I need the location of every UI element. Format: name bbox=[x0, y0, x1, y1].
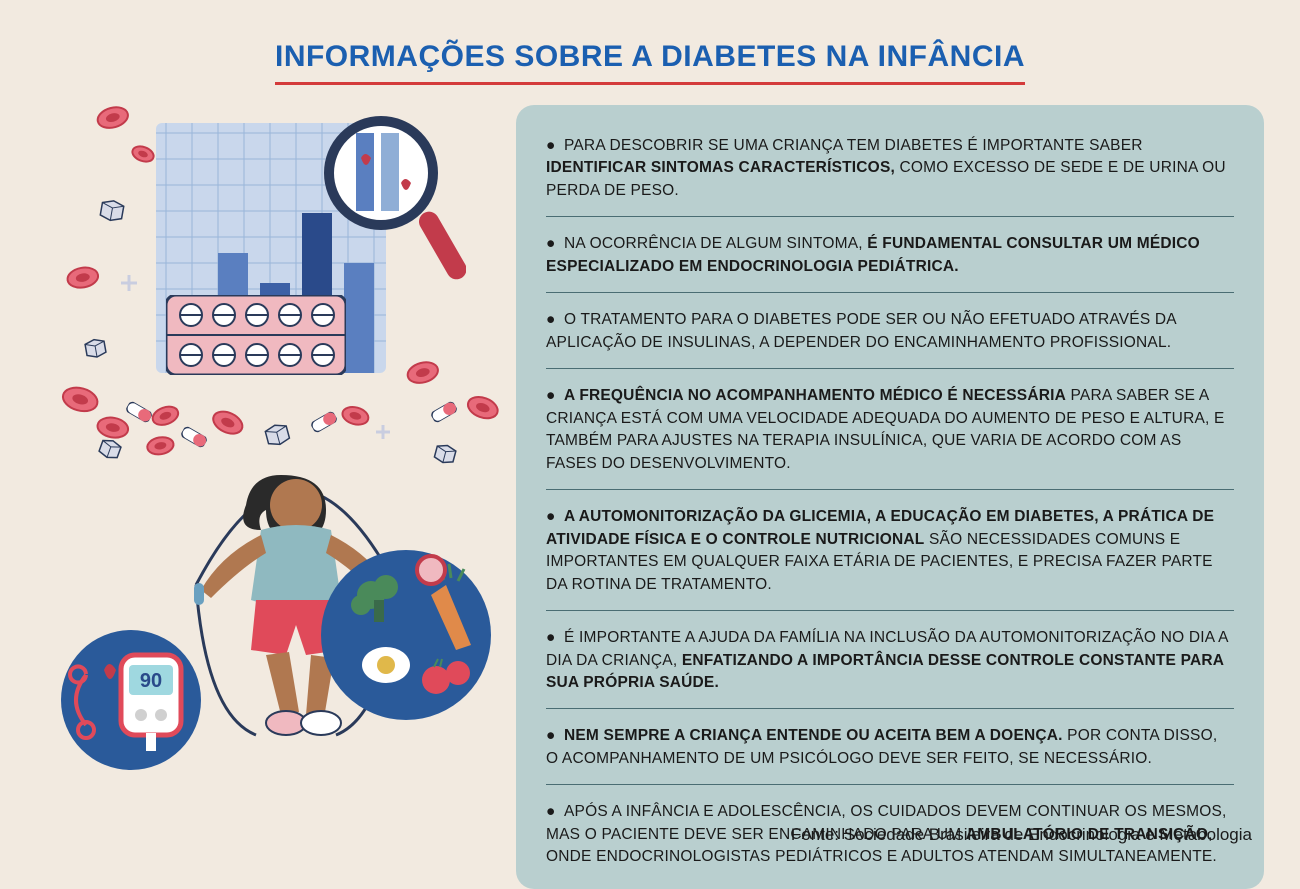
cell-icon bbox=[96, 415, 130, 445]
plus-icon bbox=[376, 425, 390, 444]
bullet-item: ● NEM SEMPRE A CRIANÇA ENTENDE OU ACEITA… bbox=[546, 719, 1234, 785]
cube-icon bbox=[96, 195, 125, 229]
glucometer-icon: 90 bbox=[56, 625, 206, 775]
source-text: Fonte: Sociedade Brasileira de Endocrino… bbox=[791, 825, 1252, 845]
plus-icon bbox=[121, 275, 137, 296]
cell-icon bbox=[96, 105, 130, 135]
cube-icon bbox=[81, 335, 107, 366]
magnifier-icon bbox=[316, 113, 466, 293]
cell-icon bbox=[151, 405, 180, 432]
bullet-item: ● PARA DESCOBRIR SE UMA CRIANÇA TEM DIAB… bbox=[546, 129, 1234, 217]
food-circle-icon bbox=[316, 545, 496, 725]
bullet-item: ● NA OCORRÊNCIA DE ALGUM SINTOMA, É FUND… bbox=[546, 227, 1234, 293]
cell-icon bbox=[61, 385, 99, 419]
cell-icon bbox=[66, 265, 100, 295]
glucometer-value: 90 bbox=[140, 670, 162, 692]
pill-icon bbox=[181, 430, 207, 448]
cell-icon bbox=[211, 410, 245, 440]
cell-icon bbox=[406, 360, 440, 390]
bullet-item: ● É IMPORTANTE A AJUDA DA FAMÍLIA NA INC… bbox=[546, 621, 1234, 709]
cell-icon bbox=[466, 395, 500, 425]
page-title: INFORMAÇÕES SOBRE A DIABETES NA INFÂNCIA bbox=[0, 0, 1300, 85]
title-text: INFORMAÇÕES SOBRE A DIABETES NA INFÂNCIA bbox=[275, 40, 1025, 85]
cell-icon bbox=[131, 145, 155, 168]
pill-icon bbox=[311, 415, 337, 433]
illustration-area: 90 bbox=[36, 105, 496, 805]
bullet-item: ● O TRATAMENTO PARA O DIABETES PODE SER … bbox=[546, 303, 1234, 369]
bullet-item: ● A FREQUÊNCIA NO ACOMPANHAMENTO MÉDICO … bbox=[546, 379, 1234, 490]
cell-icon bbox=[146, 435, 175, 462]
info-panel: ● PARA DESCOBRIR SE UMA CRIANÇA TEM DIAB… bbox=[516, 105, 1264, 889]
cell-icon bbox=[341, 405, 370, 432]
content-row: 90 bbox=[0, 85, 1300, 889]
cube-icon bbox=[261, 420, 290, 454]
bullet-item: ● A AUTOMONITORIZAÇÃO DA GLICEMIA, A EDU… bbox=[546, 500, 1234, 611]
pill-icon bbox=[431, 405, 457, 423]
pill-pack-icon bbox=[166, 295, 346, 375]
cube-icon bbox=[431, 440, 457, 471]
